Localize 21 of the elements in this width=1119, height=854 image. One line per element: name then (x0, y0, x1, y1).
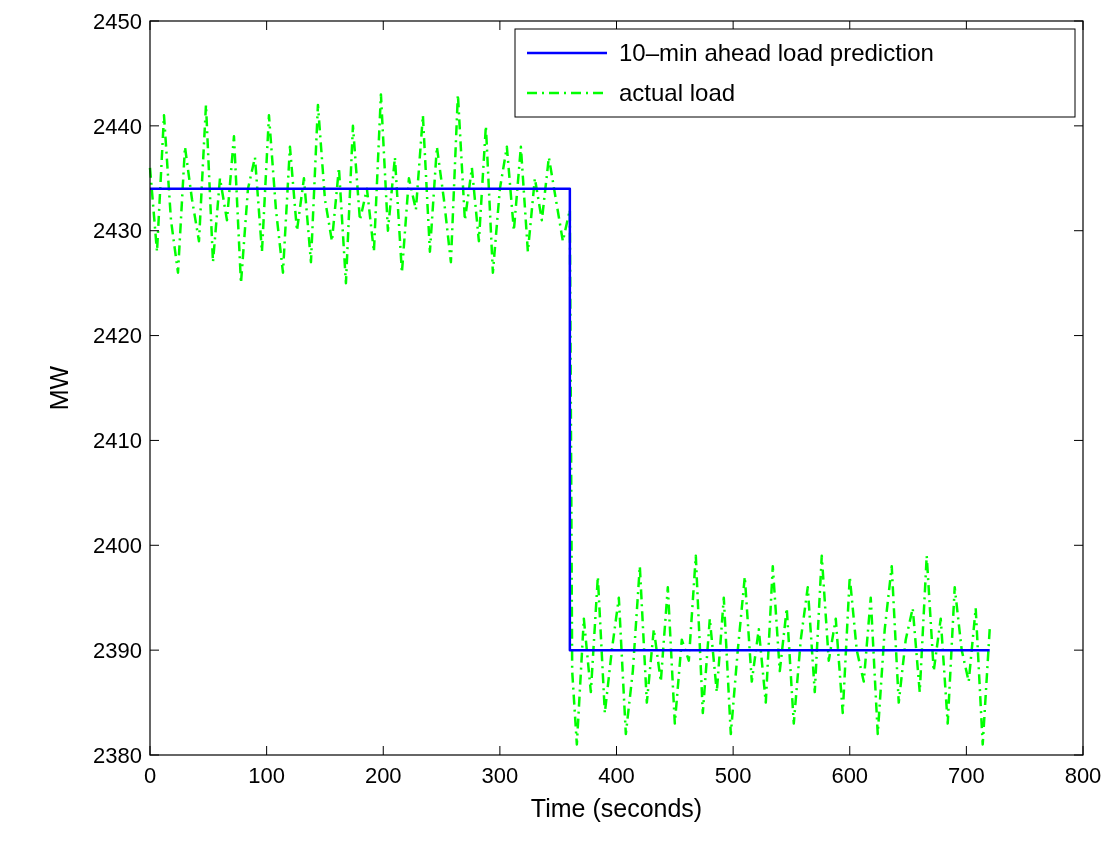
y-tick-label: 2430 (93, 218, 142, 244)
y-tick-label: 2400 (93, 532, 142, 558)
x-tick-label: 100 (248, 763, 285, 788)
x-tick-label: 800 (1064, 763, 1102, 788)
y-axis-title: MW (45, 365, 73, 411)
y-tick-label: 2440 (93, 113, 142, 139)
x-tick-label: 600 (831, 763, 869, 788)
x-tick-label: 700 (948, 763, 985, 788)
x-tick-label: 0 (143, 763, 157, 788)
y-tick-label: 2380 (93, 742, 142, 768)
x-tick-label: 200 (364, 763, 402, 788)
y-tick-label: 2450 (93, 8, 142, 34)
x-tick-label: 500 (714, 763, 752, 788)
legend-label: actual load (619, 79, 736, 107)
y-tick-label: 2410 (93, 428, 142, 454)
y-tick-label: 2420 (93, 323, 142, 349)
legend-label: 10–min ahead load prediction (619, 39, 934, 67)
x-axis-title: Time (seconds) (530, 794, 703, 822)
x-tick-label: 400 (598, 763, 635, 788)
y-tick-label: 2390 (93, 637, 142, 663)
x-tick-label: 300 (481, 763, 519, 788)
